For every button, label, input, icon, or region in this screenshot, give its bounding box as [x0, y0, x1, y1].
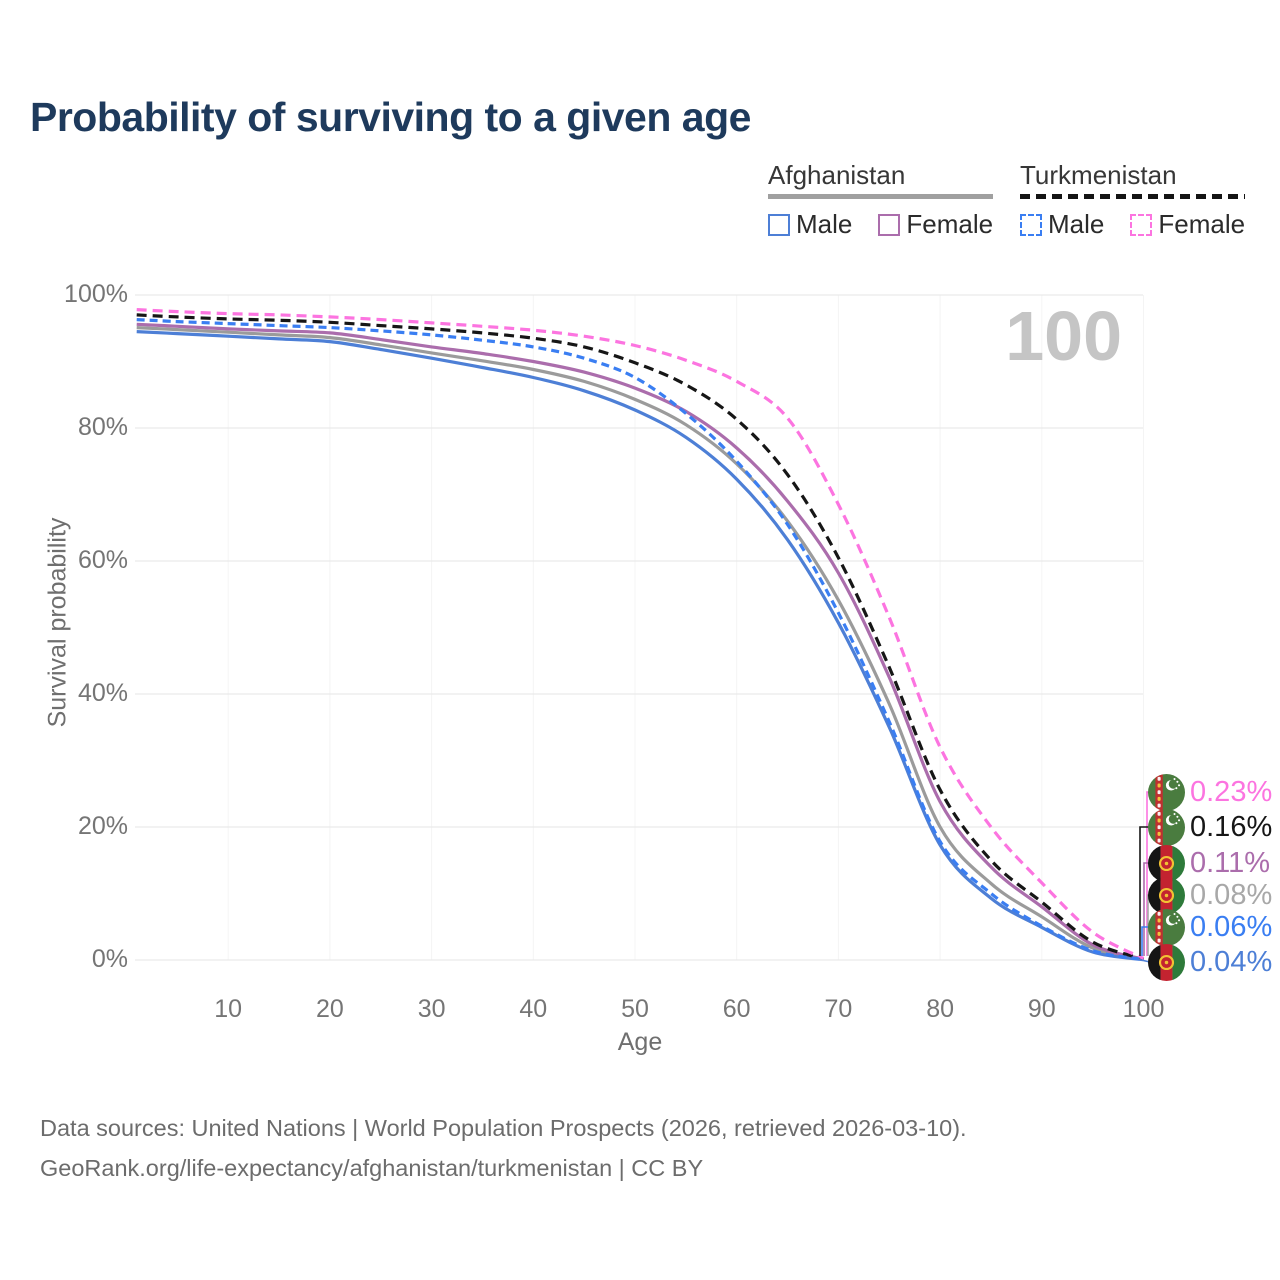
turkmenistan-flag-icon	[1148, 908, 1185, 946]
series-line-turkmenistan-male	[136, 318, 1144, 962]
age-counter-watermark: 100	[1005, 297, 1122, 375]
end-label-afghanistan-male: 0.04%	[1148, 943, 1272, 981]
footer-attribution: GeoRank.org/life-expectancy/afghanistan/…	[40, 1155, 704, 1181]
x-tick-label: 40	[519, 995, 548, 1023]
end-label-turkmenistan-male: 0.06%	[1148, 908, 1272, 946]
end-label-turkmenistan-female: 0.23%	[1148, 773, 1272, 811]
turkmenistan-flag-icon	[1148, 808, 1185, 846]
end-value: 0.11%	[1190, 846, 1271, 879]
end-label-afghanistan-female: 0.11%	[1148, 844, 1270, 882]
x-tick-label: 10	[214, 995, 243, 1023]
x-tick-label: 20	[315, 995, 344, 1023]
y-tick-label: 0%	[91, 945, 128, 973]
series-line-turkmenistan-female	[136, 308, 1145, 960]
chart-title: Probability of surviving to a given age	[30, 94, 751, 140]
legend-label: Female	[906, 209, 994, 239]
checkbox-afghanistan-female[interactable]	[878, 213, 901, 236]
afghanistan-flag-icon	[1148, 876, 1185, 914]
series-line-turkmenistan-both-sexes	[136, 313, 1144, 961]
end-value: 0.08%	[1190, 878, 1273, 911]
end-label-connector	[1141, 926, 1150, 956]
series-line-afghanistan-both-sexes	[136, 326, 1144, 962]
end-label-turkmenistan-both-sexes: 0.16%	[1148, 808, 1272, 846]
legend-label: Male	[1048, 209, 1105, 239]
checkbox-turkmenistan-female[interactable]	[1130, 213, 1153, 236]
legend-item-turkmenistan-male[interactable]: Male	[1020, 209, 1104, 240]
x-axis-label: Age	[617, 1028, 663, 1056]
footer-sources: Data sources: United Nations | World Pop…	[40, 1115, 967, 1141]
legend-underline-dashed	[1020, 194, 1246, 199]
legend-label: Male	[796, 209, 853, 239]
legend-group-turkmenistan: Turkmenistan Male Female	[1020, 160, 1246, 240]
x-tick-label: 100	[1122, 995, 1165, 1023]
legend-group-afghanistan: Afghanistan Male Female	[768, 160, 994, 240]
y-tick-label: 60%	[77, 546, 128, 574]
end-label-connector	[1136, 958, 1151, 963]
legend-header-turkmenistan: Turkmenistan	[1020, 160, 1177, 190]
afghanistan-flag-icon	[1148, 844, 1185, 882]
legend-item-afghanistan-male[interactable]: Male	[768, 209, 852, 240]
turkmenistan-flag-icon	[1148, 773, 1185, 811]
footer: Data sources: United Nations | World Pop…	[40, 1108, 967, 1188]
y-tick-label: 40%	[77, 679, 128, 707]
end-label-afghanistan-both-sexes: 0.08%	[1148, 876, 1272, 914]
x-tick-label: 50	[621, 995, 649, 1023]
checkbox-turkmenistan-male[interactable]	[1020, 213, 1042, 236]
legend-header-afghanistan: Afghanistan	[768, 160, 906, 190]
end-value: 0.23%	[1190, 775, 1273, 808]
legend-label: Female	[1158, 209, 1246, 239]
end-label-connector	[1139, 826, 1150, 956]
y-tick-label: 20%	[77, 812, 128, 840]
y-tick-label: 80%	[77, 413, 128, 441]
x-tick-label: 70	[824, 995, 853, 1023]
legend-underline-solid	[768, 194, 994, 199]
afghanistan-flag-icon	[1148, 943, 1185, 981]
x-tick-label: 90	[1027, 995, 1056, 1023]
series-line-afghanistan-male	[136, 330, 1144, 962]
x-tick-label: 80	[926, 995, 954, 1023]
x-tick-label: 60	[722, 995, 751, 1023]
series-line-afghanistan-female	[136, 322, 1144, 961]
legend-item-afghanistan-female[interactable]: Female	[878, 209, 993, 240]
checkbox-afghanistan-male[interactable]	[768, 213, 790, 236]
end-value: 0.06%	[1190, 910, 1273, 943]
legend-item-turkmenistan-female[interactable]: Female	[1130, 209, 1245, 240]
end-value: 0.04%	[1190, 945, 1273, 978]
y-tick-label: 100%	[64, 280, 128, 308]
x-tick-label: 30	[417, 995, 446, 1023]
end-value: 0.16%	[1190, 810, 1273, 843]
